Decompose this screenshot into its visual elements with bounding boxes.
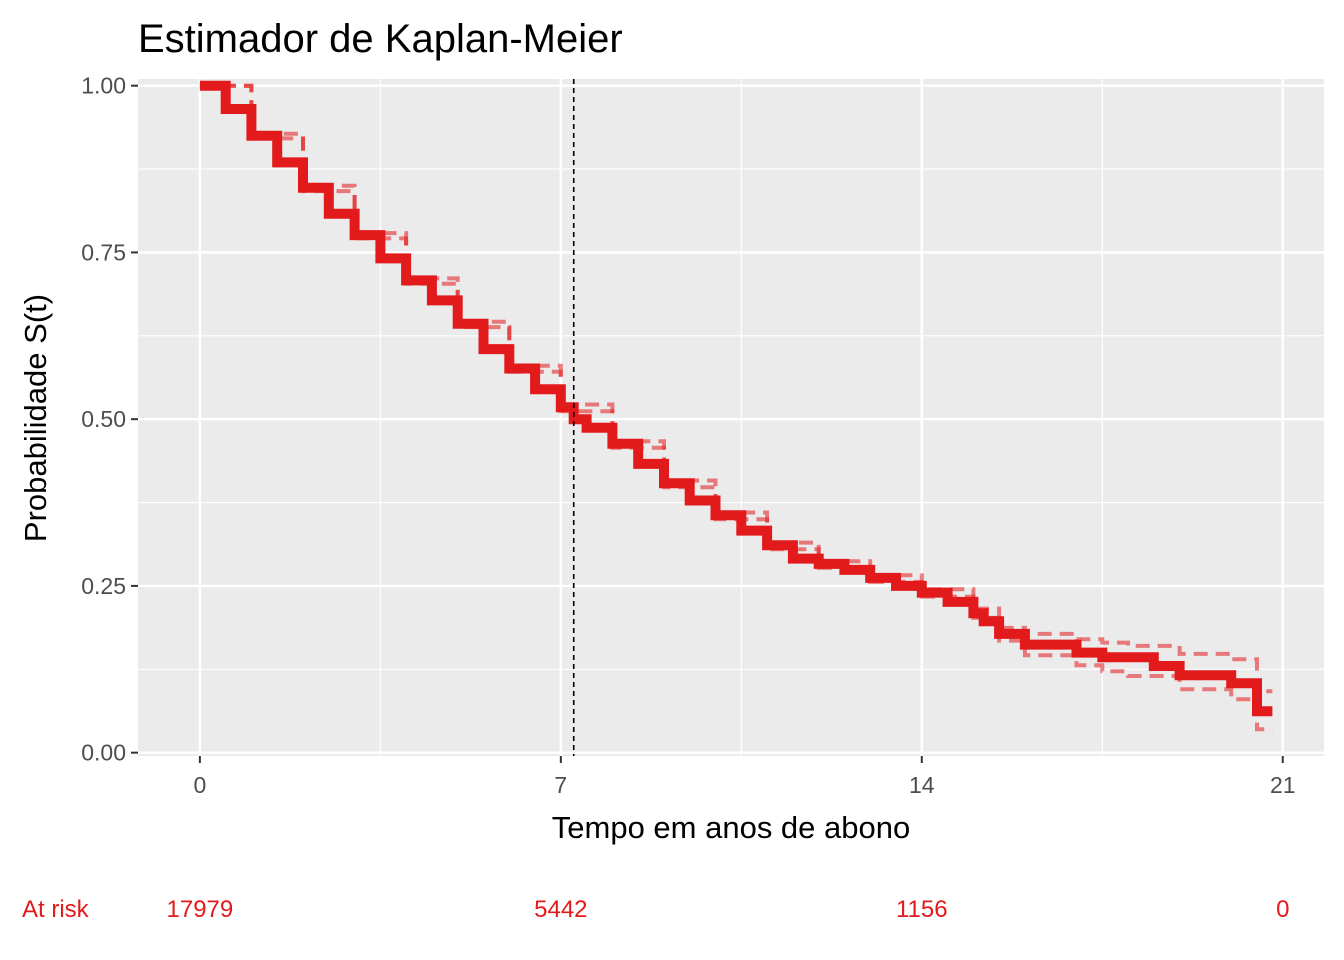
x-tick-label: 14 [909,772,935,798]
x-tick-label: 7 [554,772,567,798]
survival-estimate-line [199,80,1273,717]
y-tick-label: 0.25 [81,573,126,599]
y-axis-title: Probabilidade S(t) [18,294,53,542]
axes: 0.00 0.25 0.50 0.75 1.00 0 7 14 21 [81,73,1295,798]
risk-table: At risk 17979 5442 1156 0 [22,896,1289,923]
risk-count: 1156 [896,896,948,923]
grid-lines [138,79,1324,756]
risk-count: 17979 [167,896,234,923]
chart-title: Estimador de Kaplan-Meier [138,17,623,61]
risk-count: 5442 [534,896,587,923]
risk-table-label: At risk [22,896,90,923]
x-tick-label: 21 [1270,772,1296,798]
risk-count: 0 [1276,896,1289,923]
survival-curve [199,80,1273,717]
y-tick-label: 0.00 [81,740,126,766]
y-tick-label: 0.50 [81,406,126,432]
x-axis-title: Tempo em anos de abono [552,810,910,845]
y-tick-label: 0.75 [81,239,126,265]
x-tick-label: 0 [193,772,206,798]
y-tick-label: 1.00 [81,73,126,99]
